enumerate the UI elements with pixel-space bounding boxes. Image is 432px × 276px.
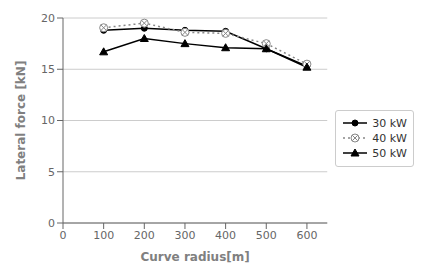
svg-text:20: 20 [41, 12, 55, 25]
svg-text:200: 200 [134, 229, 155, 242]
svg-text:100: 100 [93, 229, 114, 242]
svg-text:10: 10 [41, 114, 55, 127]
svg-text:0: 0 [48, 217, 55, 230]
svg-text:300: 300 [174, 229, 195, 242]
svg-text:500: 500 [256, 229, 277, 242]
html-text:40 kW: 40 kW [372, 131, 407, 145]
svg-text:600: 600 [296, 229, 317, 242]
html-text:50 kW: 50 kW [372, 146, 407, 160]
svg-text:400: 400 [215, 229, 236, 242]
svg-text:Lateral force [kN]: Lateral force [kN] [14, 61, 28, 181]
svg-text:Curve radius[m]: Curve radius[m] [140, 250, 249, 264]
svg-text:5: 5 [48, 166, 55, 179]
svg-text:15: 15 [41, 63, 55, 76]
svg-text:0: 0 [60, 229, 67, 242]
html-text:30 kW: 30 kW [372, 116, 407, 130]
